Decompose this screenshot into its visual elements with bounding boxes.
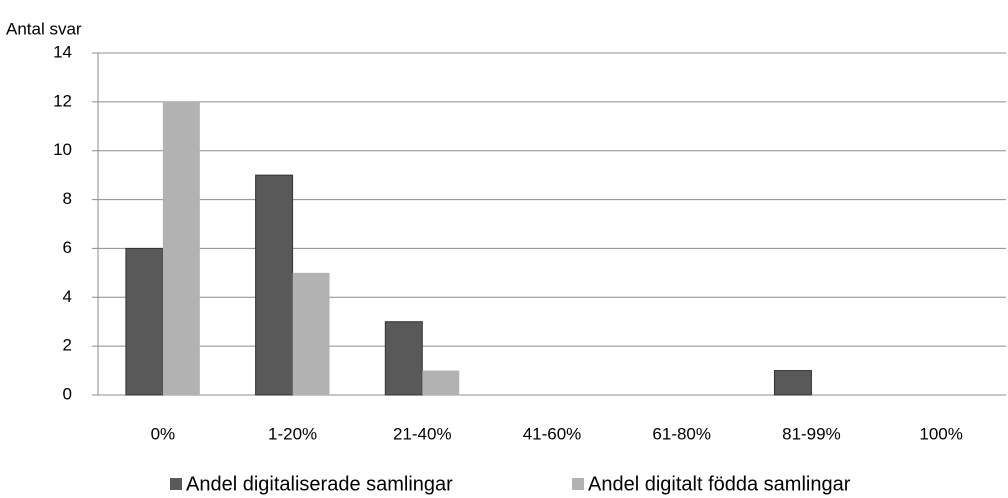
x-tick-label: 41-60% [523,424,582,443]
y-tick-label: 14 [53,42,72,61]
x-tick-label: 100% [919,424,962,443]
bar [773,370,812,396]
y-axis-label: Antal svar [6,19,82,38]
legend-label: Andel digitalt födda samlingar [588,473,851,495]
x-tick-label: 61-80% [652,424,711,443]
bar [255,174,294,396]
x-tick-label: 0% [151,424,176,443]
bar [125,247,164,396]
legend-label: Andel digitaliserade samlingar [186,473,453,495]
bar [384,321,423,396]
x-tick-label: 81-99% [782,424,841,443]
y-tick-label: 12 [53,91,72,110]
bar [162,101,200,395]
y-tick-label: 8 [63,189,72,208]
x-tick-label: 1-20% [268,424,317,443]
y-tick-label: 2 [63,336,72,355]
y-tick-label: 0 [63,384,72,403]
bar [292,272,330,395]
x-tick-label: 21-40% [393,424,452,443]
y-tick-label: 6 [63,238,72,257]
legend-swatch [572,478,584,490]
y-tick-label: 10 [53,140,72,159]
legend-swatch [170,478,182,490]
y-tick-label: 4 [63,287,72,306]
bar [422,370,460,395]
